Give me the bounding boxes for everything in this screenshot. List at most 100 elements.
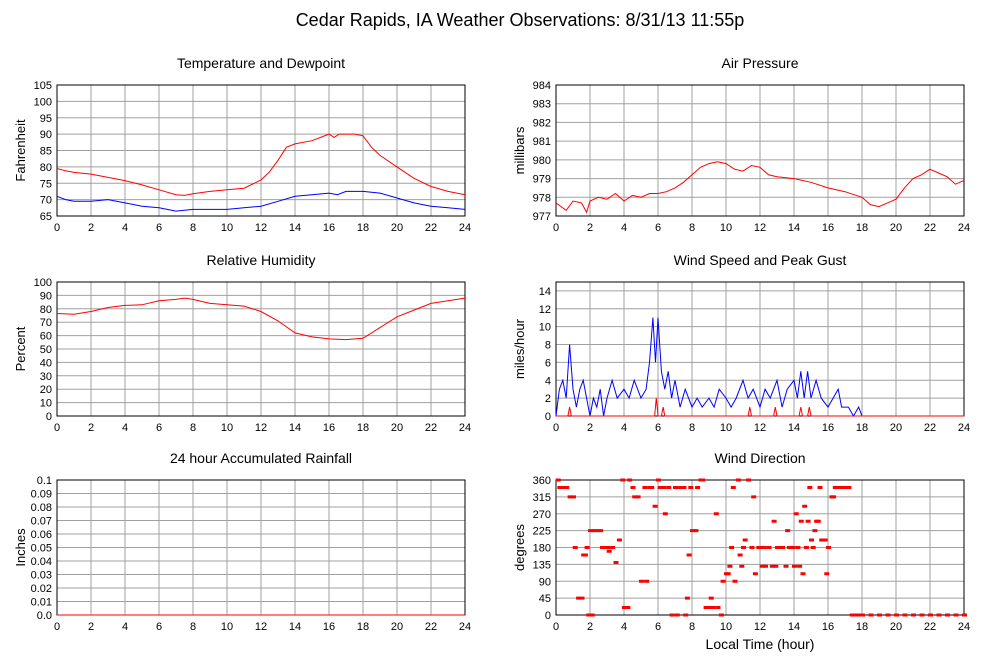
pressure-x-tick-label: 22 [924,222,936,234]
direction-point [582,553,588,557]
direction-point [761,546,767,549]
humidity-y-tick-label: 10 [40,398,52,410]
direction-point [564,486,570,489]
direction-point [555,478,561,482]
humidity-y-tick-label: 80 [40,304,52,316]
pressure-series-line-0 [555,161,965,214]
direction-point [836,486,842,489]
direction-point [571,495,576,499]
rain-y-tick-label: 0.01 [31,597,52,609]
direction-point [936,613,942,617]
direction-point [894,613,899,617]
direction-point [832,486,838,489]
humidity-x-tick-label: 0 [54,422,60,434]
direction-point [718,613,724,617]
direction-point [720,579,726,583]
wind-y-tick-label: 4 [545,375,551,387]
direction-x-tick-label: 16 [822,621,834,633]
direction-point [622,606,627,609]
wind-series-line-1 [556,398,964,417]
direction-point [576,596,582,600]
direction-point [783,564,789,568]
temp-x-tick-label: 14 [289,222,301,234]
rain-x-tick-label: 18 [357,621,369,633]
rain-y-tick-label: 0.0 [37,610,52,622]
rain-y-tick-label: 0.07 [31,516,52,528]
humidity-plot-frame [56,281,466,417]
pressure-x-tick-label: 24 [958,222,970,234]
humidity-x-tick-label: 12 [255,422,267,434]
direction-y-tick-label: 0 [545,610,551,622]
humidity-x-tick-label: 14 [289,422,301,434]
direction-point [885,613,891,617]
direction-point [737,553,743,557]
page-title: Cedar Rapids, IA Weather Observations: 8… [296,10,745,30]
pressure-x-tick-label: 2 [587,222,593,234]
x-axis-label: Local Time (hour) [706,636,815,652]
direction-point [639,579,644,583]
direction-y-tick-label: 225 [533,526,551,538]
temp-x-tick-label: 18 [357,222,369,234]
direction-point [605,546,610,549]
pressure-x-tick-label: 18 [856,222,868,234]
humidity-y-tick-label: 100 [34,277,52,289]
direction-x-tick-label: 2 [587,621,593,633]
humidity-x-tick-label: 16 [323,422,335,434]
humidity-x-tick-label: 22 [425,422,437,434]
direction-point [586,613,592,617]
humidity-y-tick-label: 50 [40,344,52,356]
rain-y-tick-label: 0.08 [31,502,52,514]
direction-point [678,486,684,489]
rain-y-tick-label: 0.1 [37,475,52,487]
wind-x-tick-label: 10 [720,422,732,434]
rain-x-tick-label: 10 [221,621,233,633]
direction-point [598,529,604,533]
pressure-x-tick-label: 20 [890,222,902,234]
temp-plot-frame [56,84,466,217]
wind-y-tick-label: 12 [539,304,551,316]
pressure-y-tick-label: 984 [533,80,551,92]
direction-point [579,596,585,600]
direction-point [797,564,803,568]
rain-y-tick-label: 0.02 [31,583,52,595]
direction-point [751,495,757,499]
temp-x-tick-label: 10 [221,222,233,234]
direction-point [763,564,769,568]
pressure-x-tick-label: 6 [655,222,661,234]
wind-y-tick-label: 14 [539,286,551,298]
direction-point [616,538,622,542]
wind-y-tick-label: 6 [545,357,551,369]
direction-point [708,596,714,600]
rain-y-axis-label: Inches [13,528,28,567]
humidity-x-tick-label: 4 [122,422,128,434]
direction-y-tick-label: 90 [539,576,551,588]
humidity-x-tick-label: 18 [357,422,369,434]
temp-y-tick-label: 85 [40,146,52,158]
direction-point [684,596,690,600]
direction-point [849,613,855,617]
direction-point [824,572,830,576]
direction-point [746,478,752,482]
temp-x-tick-label: 6 [156,222,162,234]
humidity-x-tick-label: 10 [221,422,233,434]
direction-y-tick-label: 180 [533,543,551,555]
rain-y-tick-label: 0.03 [31,570,52,582]
direction-point [739,564,745,568]
direction-point [652,504,658,508]
direction-point [690,529,695,533]
direction-point [822,538,828,542]
humidity-y-tick-label: 0 [46,411,52,423]
direction-point [594,529,600,533]
humidity-y-tick-label: 30 [40,371,52,383]
direction-point [812,529,818,533]
direction-point [856,613,862,617]
direction-point [839,486,845,489]
direction-point [742,538,748,542]
pressure-x-tick-label: 0 [553,222,559,234]
direction-point [657,486,663,489]
direction-point [843,486,848,489]
